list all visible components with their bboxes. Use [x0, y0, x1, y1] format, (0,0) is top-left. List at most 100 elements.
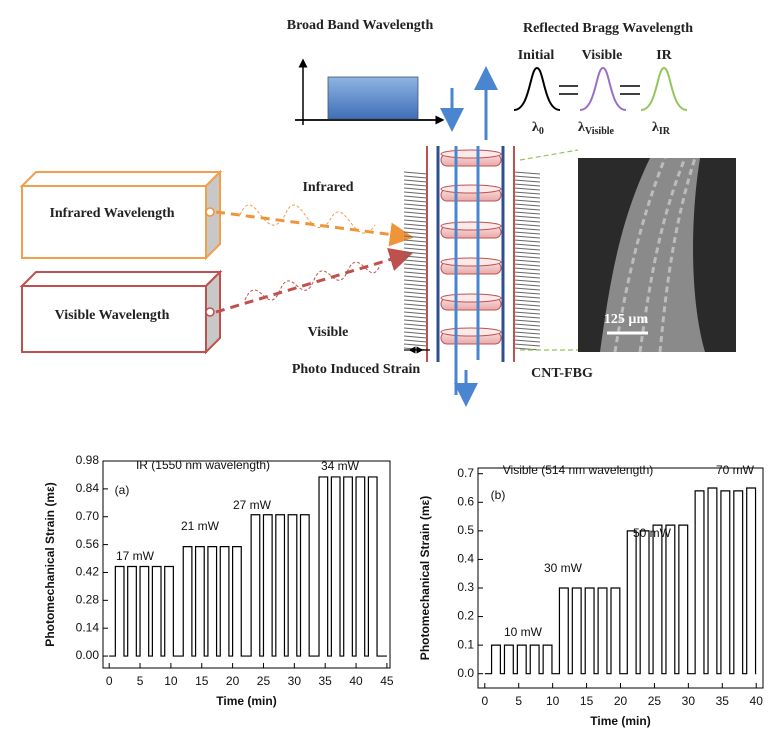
cnt-strand: [513, 327, 541, 331]
cnt-strand: [513, 227, 541, 231]
x-tick-label: 35: [319, 674, 333, 688]
cnt-strand: [513, 299, 541, 303]
cnt-strand: [513, 231, 541, 235]
grating-disc-top: [440, 149, 502, 159]
annotation: 17 mW: [116, 549, 155, 563]
strain-line: [109, 476, 387, 657]
cnt-strand: [403, 219, 428, 223]
y-tick-label: 0.98: [76, 453, 100, 467]
cnt-strand: [403, 303, 428, 307]
cnt-strand: [513, 223, 541, 227]
lambda-label: λ0: [532, 120, 544, 137]
cnt-strand: [403, 191, 428, 195]
annotation: 21 mW: [181, 519, 220, 533]
peak-visible: [579, 66, 627, 111]
cnt-strand: [403, 291, 428, 295]
cnt-strand: [403, 179, 428, 183]
cnt-strand: [513, 175, 541, 179]
lambda: λ: [578, 120, 585, 135]
y-tick-label: 0.42: [76, 565, 100, 579]
cnt-strand: [513, 315, 541, 319]
cnt-strand: [403, 323, 428, 327]
cnt-coating: [403, 171, 541, 351]
x-tick-label: 20: [226, 674, 240, 688]
cnt-strand: [403, 319, 428, 323]
fiber-cladding: [436, 146, 505, 362]
x-axis-label: Time (min): [590, 714, 650, 728]
annotation: IR (1550 nm wavelength): [136, 458, 270, 472]
x-tick-label: 40: [349, 674, 363, 688]
y-tick-label: 0.0: [457, 666, 474, 680]
ir-beam: [215, 210, 414, 247]
cnt-strand: [403, 255, 428, 259]
sem-texture: [613, 157, 697, 353]
cnt-strand: [403, 335, 428, 339]
cnt-strand: [403, 235, 428, 239]
y-tick-label: 0.84: [76, 481, 100, 495]
cnt-strand: [403, 231, 428, 235]
grating-disc-top: [440, 257, 502, 267]
plot-frame: [477, 467, 764, 689]
cnt-strand: [513, 215, 541, 219]
chart: 0.0 0.1 0.2 0.3 0.4 0.5 0.6 0.7 0 5 10 15 20 25 30 35 40…: [418, 463, 764, 728]
cnt-strand: [513, 339, 541, 343]
vis-wave: [244, 261, 381, 301]
ir-source-label: Infrared Wavelength: [49, 206, 174, 221]
grating-disc-top: [440, 184, 502, 194]
vis-box: [21, 285, 207, 353]
cnt-strand: [513, 219, 541, 223]
cnt-strand: [513, 303, 541, 307]
lambda-sub: Visible: [585, 126, 615, 137]
zoom-lines: [519, 149, 579, 351]
annotation: Visible (514 nm wavelength): [503, 463, 654, 477]
strain-label: Photo Induced Strain: [292, 362, 421, 377]
annotation: 70 mW: [716, 463, 755, 477]
annotation: 34 mW: [321, 459, 360, 473]
cnt-strand: [403, 243, 428, 247]
chart: 0.00 0.14 0.28 0.42 0.56 0.70 0.84 0.98 0 5 10 15 20…: [43, 453, 394, 708]
x-tick-label: 40: [750, 694, 764, 708]
cnt-strand: [513, 179, 541, 183]
cnt-strand: [513, 271, 541, 275]
cnt-strand: [403, 195, 428, 199]
vis-beam: [215, 247, 414, 314]
cnt-strand: [513, 191, 541, 195]
vis-port: [205, 307, 215, 317]
grating-disc-top: [440, 221, 502, 231]
x-tick-label: 35: [716, 694, 730, 708]
peak-initial: [513, 66, 561, 111]
schematic: Broad Band Wavelength Reflected Bragg Wa…: [19, 18, 736, 407]
cnt-strand: [403, 299, 428, 303]
y-axis-label: Photomechanical Strain (mε): [43, 482, 57, 646]
cnt-strand: [513, 195, 541, 199]
cnt-strand: [403, 171, 428, 175]
cnt-strand: [403, 287, 428, 291]
x-tick-label: 0: [481, 694, 488, 708]
cnt-strand: [403, 271, 428, 275]
grating-disc-top: [440, 327, 502, 337]
x-tick-label: 5: [515, 694, 522, 708]
cnt-strand: [513, 311, 541, 315]
scale-bar-label: 125 µm: [604, 312, 649, 327]
cnt-strand: [513, 287, 541, 291]
cnt-strand: [513, 347, 541, 351]
annotation: 27 mW: [233, 498, 272, 512]
cnt-strand: [513, 243, 541, 247]
vis-source-label: Visible Wavelength: [55, 308, 170, 323]
sem-fiber: [600, 158, 705, 352]
cnt-strand: [513, 267, 541, 271]
cnt-strand: [403, 215, 428, 219]
cnt-strand: [403, 211, 428, 215]
lambda: λ: [652, 120, 659, 135]
peak-label: IR: [656, 48, 672, 63]
peak-ir: [640, 66, 688, 111]
lambda-label: λIR: [652, 120, 671, 137]
cnt-strand: [403, 207, 428, 211]
x-tick-label: 25: [257, 674, 271, 688]
cnt-strand: [513, 235, 541, 239]
lambda: λ: [532, 120, 539, 135]
cnt-strand: [513, 295, 541, 299]
cnt-strand: [403, 199, 428, 203]
peak-label: Visible: [582, 48, 623, 63]
cnt-strand: [403, 307, 428, 311]
